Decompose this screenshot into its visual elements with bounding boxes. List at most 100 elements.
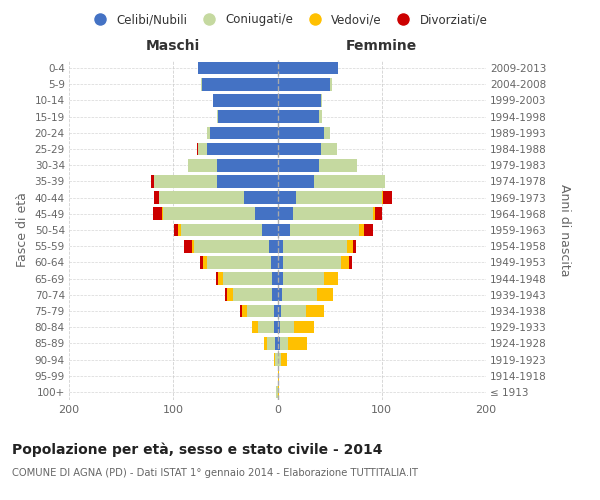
Bar — [341, 256, 349, 268]
Y-axis label: Anni di nascita: Anni di nascita — [558, 184, 571, 276]
Bar — [275, 353, 277, 366]
Bar — [290, 224, 359, 236]
Bar — [151, 175, 154, 188]
Bar — [280, 337, 288, 349]
Bar — [174, 224, 178, 236]
Bar — [277, 272, 283, 285]
Bar — [283, 240, 347, 252]
Bar — [275, 337, 277, 349]
Bar — [281, 288, 317, 301]
Bar — [262, 224, 277, 236]
Bar — [317, 288, 333, 301]
Bar — [264, 337, 267, 349]
Bar — [217, 110, 218, 123]
Bar — [210, 126, 277, 139]
Bar — [197, 142, 198, 156]
Bar — [216, 272, 218, 285]
Bar — [283, 272, 325, 285]
Bar — [277, 240, 283, 252]
Bar — [383, 192, 392, 204]
Bar — [158, 192, 244, 204]
Bar — [200, 256, 203, 268]
Bar — [364, 224, 373, 236]
Bar — [325, 272, 338, 285]
Text: Maschi: Maschi — [146, 39, 200, 53]
Bar — [277, 386, 278, 398]
Bar — [321, 94, 322, 107]
Bar — [277, 353, 281, 366]
Bar — [267, 337, 275, 349]
Bar — [277, 94, 321, 107]
Bar — [217, 159, 277, 172]
Bar — [277, 142, 321, 156]
Legend: Celibi/Nubili, Coniugati/e, Vedovi/e, Divorziati/e: Celibi/Nubili, Coniugati/e, Vedovi/e, Di… — [84, 8, 492, 31]
Bar — [349, 256, 352, 268]
Bar — [162, 208, 163, 220]
Bar — [217, 175, 277, 188]
Bar — [202, 78, 277, 90]
Bar — [277, 304, 281, 318]
Bar — [213, 94, 277, 107]
Bar — [154, 175, 217, 188]
Bar — [274, 353, 275, 366]
Bar — [373, 208, 376, 220]
Bar — [194, 240, 269, 252]
Bar — [305, 304, 325, 318]
Bar — [227, 288, 233, 301]
Bar — [192, 240, 194, 252]
Bar — [277, 208, 293, 220]
Y-axis label: Fasce di età: Fasce di età — [16, 192, 29, 268]
Bar — [376, 208, 382, 220]
Bar — [347, 240, 353, 252]
Bar — [274, 304, 277, 318]
Bar — [294, 321, 314, 334]
Bar — [154, 208, 162, 220]
Bar — [277, 126, 325, 139]
Bar — [269, 240, 277, 252]
Bar — [178, 224, 181, 236]
Bar — [206, 126, 210, 139]
Bar — [280, 321, 294, 334]
Bar — [206, 256, 271, 268]
Bar — [272, 272, 277, 285]
Bar — [359, 224, 364, 236]
Bar — [206, 142, 277, 156]
Bar — [253, 321, 257, 334]
Bar — [325, 126, 329, 139]
Bar — [188, 159, 217, 172]
Bar — [293, 208, 373, 220]
Text: COMUNE DI AGNA (PD) - Dati ISTAT 1° gennaio 2014 - Elaborazione TUTTITALIA.IT: COMUNE DI AGNA (PD) - Dati ISTAT 1° genn… — [12, 468, 418, 477]
Bar — [257, 321, 274, 334]
Bar — [288, 337, 307, 349]
Bar — [321, 142, 337, 156]
Bar — [272, 288, 277, 301]
Bar — [277, 321, 280, 334]
Bar — [242, 304, 247, 318]
Bar — [277, 256, 283, 268]
Bar — [277, 159, 319, 172]
Bar — [277, 62, 338, 74]
Bar — [277, 224, 290, 236]
Bar — [240, 304, 242, 318]
Bar — [319, 110, 322, 123]
Bar — [203, 256, 206, 268]
Bar — [283, 256, 341, 268]
Bar — [277, 192, 296, 204]
Bar — [184, 240, 192, 252]
Bar — [314, 175, 385, 188]
Bar — [382, 192, 383, 204]
Bar — [281, 304, 305, 318]
Bar — [254, 208, 277, 220]
Bar — [218, 110, 277, 123]
Bar — [277, 110, 319, 123]
Bar — [154, 192, 158, 204]
Bar — [163, 208, 254, 220]
Text: Popolazione per età, sesso e stato civile - 2014: Popolazione per età, sesso e stato civil… — [12, 442, 383, 457]
Bar — [277, 337, 280, 349]
Bar — [223, 272, 272, 285]
Bar — [226, 288, 227, 301]
Bar — [296, 192, 382, 204]
Bar — [353, 240, 356, 252]
Text: Femmine: Femmine — [346, 39, 418, 53]
Bar — [319, 159, 357, 172]
